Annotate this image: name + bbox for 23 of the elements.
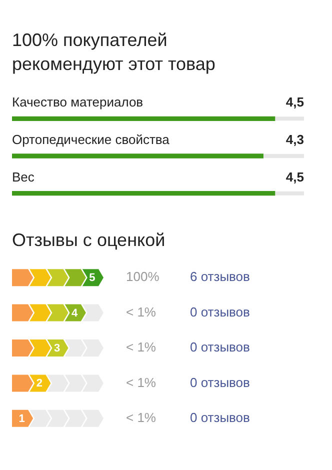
data-label: 0 отзывов <box>190 304 250 320</box>
category-label: 4 <box>72 307 79 320</box>
category-label: 2 <box>36 378 42 390</box>
category-label: 3 <box>54 342 60 355</box>
text: Отзывы с оценкой <box>11 229 166 252</box>
data-label: 0 отзывов <box>190 340 250 355</box>
text: 100% <box>126 269 160 284</box>
data-label: 4,3 <box>286 132 304 147</box>
data-label: 4,5 <box>286 169 304 184</box>
text: < 1% <box>126 304 156 320</box>
data-label: 0 отзывов <box>190 410 250 425</box>
data-label: 6 отзывов <box>190 269 250 284</box>
text: < 1% <box>126 340 156 355</box>
category-label: Ортопедические свойства <box>12 132 170 147</box>
category-label: 5 <box>89 272 96 284</box>
category-label: Качество материалов <box>12 94 144 110</box>
category-label: 1 <box>18 412 25 425</box>
chart-title: 100% покупателей рекомендуют этот товар <box>11 29 216 76</box>
data-label: 4,5 <box>286 94 304 110</box>
text: < 1% <box>126 410 156 425</box>
category-label: Вес <box>12 169 34 184</box>
data-label: 0 отзывов <box>190 374 250 390</box>
text: < 1% <box>126 374 156 390</box>
